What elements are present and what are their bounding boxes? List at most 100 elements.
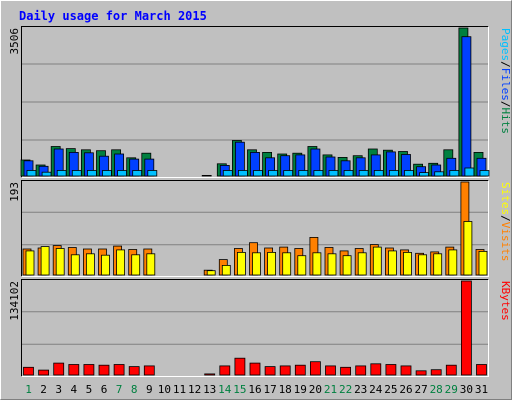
x-tick-label: 4 xyxy=(70,383,77,396)
x-tick-label: 6 xyxy=(101,383,108,396)
bar-sites xyxy=(312,252,322,276)
panel-hits-files-pages: 3506 Pages/Files/Hits xyxy=(8,26,512,178)
bar-sites xyxy=(448,249,458,276)
bar-pages xyxy=(449,170,460,177)
bar-pages xyxy=(253,170,263,177)
x-tick-label: 23 xyxy=(354,383,367,396)
bar-sites xyxy=(327,253,337,276)
bar-kbytes xyxy=(204,373,216,376)
bar-sites xyxy=(131,254,141,276)
bar-sites xyxy=(236,251,246,276)
x-tick-label: 3 xyxy=(55,383,62,396)
x-tick-label: 8 xyxy=(131,383,138,396)
bar-sites xyxy=(387,250,397,276)
bar-kbytes xyxy=(340,366,352,376)
x-tick-label: 28 xyxy=(430,383,443,396)
bar-pages xyxy=(358,170,369,177)
bar-pages xyxy=(41,171,52,177)
bar-sites xyxy=(70,254,80,276)
bar-pages xyxy=(26,170,37,177)
legend-visits: Visits xyxy=(499,222,512,262)
x-tick-label: 19 xyxy=(294,383,307,396)
bar-hits xyxy=(201,174,212,177)
legend-sites: Sites xyxy=(499,182,512,215)
panel-area xyxy=(21,279,489,377)
legend-kbytes: KBytes xyxy=(499,281,512,321)
legend-files: Files xyxy=(499,68,512,101)
bar-sites xyxy=(86,253,95,276)
bar-pages xyxy=(132,170,143,177)
bar-sites xyxy=(55,248,65,276)
bar-kbytes xyxy=(309,361,321,376)
bar-pages xyxy=(87,170,97,177)
bar-pages xyxy=(268,170,279,177)
bar-kbytes xyxy=(249,362,261,376)
bar-pages xyxy=(222,170,233,177)
bar-pages xyxy=(404,170,414,177)
y-max-label: 193 xyxy=(8,182,21,202)
x-tick-label: 2 xyxy=(40,383,47,396)
bar-kbytes xyxy=(370,363,382,376)
x-tick-label: 30 xyxy=(460,383,473,396)
bar-kbytes xyxy=(234,357,246,376)
bar-kbytes xyxy=(279,365,291,376)
bar-pages xyxy=(56,170,67,177)
x-tick-label: 9 xyxy=(146,383,153,396)
bar-sites xyxy=(116,249,125,276)
bar-sites xyxy=(357,252,367,276)
bar-kbytes xyxy=(219,365,231,376)
bar-kbytes xyxy=(415,370,427,376)
bar-sites xyxy=(372,246,382,276)
bar-sites xyxy=(25,250,35,276)
bar-kbytes xyxy=(325,365,336,376)
bar-kbytes xyxy=(430,369,442,376)
bar-kbytes xyxy=(143,365,155,376)
bar-kbytes xyxy=(460,280,472,376)
legend-hits: Hits xyxy=(499,108,512,135)
bar-pages xyxy=(147,170,158,177)
bar-kbytes xyxy=(128,366,140,376)
bar-kbytes xyxy=(264,366,276,376)
bar-pages xyxy=(298,170,309,177)
series-legend: Pages/Files/Hits xyxy=(499,28,512,134)
bar-kbytes xyxy=(445,364,457,376)
x-tick-label: 17 xyxy=(263,383,276,396)
x-tick-label: 18 xyxy=(279,383,292,396)
panel-border-light xyxy=(21,26,489,178)
bar-pages xyxy=(464,167,475,177)
bar-pages xyxy=(388,170,399,177)
x-tick-label: 10 xyxy=(158,383,171,396)
series-legend: KBytes xyxy=(499,281,512,321)
panel-kbytes: 134102 KBytes xyxy=(8,279,512,377)
x-tick-label: 14 xyxy=(218,383,232,396)
y-max-label: 134102 xyxy=(8,281,21,321)
bar-kbytes xyxy=(23,366,34,376)
bar-sites xyxy=(267,251,277,276)
bar-pages xyxy=(102,170,112,177)
bar-sites xyxy=(433,253,443,276)
panel-border-light xyxy=(21,180,489,277)
bar-kbytes xyxy=(294,364,306,376)
x-tick-label: 25 xyxy=(384,383,397,396)
legend-separator: / xyxy=(499,61,512,68)
x-tick-label: 24 xyxy=(369,383,383,396)
chart-title: Daily usage for March 2015 xyxy=(19,9,207,23)
y-max-label: 3506 xyxy=(8,28,21,55)
bar-sites xyxy=(221,264,231,276)
bar-sites xyxy=(101,254,110,276)
bar-pages xyxy=(434,171,445,177)
x-tick-label: 12 xyxy=(188,383,201,396)
x-tick-label: 13 xyxy=(203,383,216,396)
x-tick-label: 21 xyxy=(324,383,337,396)
x-tick-label: 29 xyxy=(445,383,458,396)
bar-sites xyxy=(252,252,261,276)
panel-border-dark xyxy=(21,279,489,377)
legend-pages: Pages xyxy=(499,28,512,61)
bar-pages xyxy=(71,170,82,177)
x-tick-label: 22 xyxy=(339,383,352,396)
bar-files xyxy=(461,36,472,177)
bar-sites xyxy=(206,270,216,276)
